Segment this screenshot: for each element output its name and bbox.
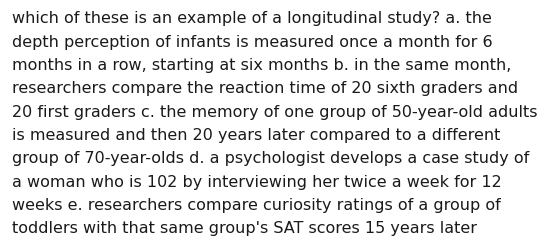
Text: researchers compare the reaction time of 20 sixth graders and: researchers compare the reaction time of… [12, 81, 518, 96]
Text: 20 first graders c. the memory of one group of 50-year-old adults: 20 first graders c. the memory of one gr… [12, 104, 538, 119]
Text: is measured and then 20 years later compared to a different: is measured and then 20 years later comp… [12, 128, 501, 142]
Text: toddlers with that same group's SAT scores 15 years later: toddlers with that same group's SAT scor… [12, 220, 477, 236]
Text: weeks e. researchers compare curiosity ratings of a group of: weeks e. researchers compare curiosity r… [12, 197, 501, 212]
Text: group of 70-year-olds d. a psychologist develops a case study of: group of 70-year-olds d. a psychologist … [12, 151, 530, 166]
Text: a woman who is 102 by interviewing her twice a week for 12: a woman who is 102 by interviewing her t… [12, 174, 502, 189]
Text: depth perception of infants is measured once a month for 6: depth perception of infants is measured … [12, 34, 493, 50]
Text: months in a row, starting at six months b. in the same month,: months in a row, starting at six months … [12, 58, 512, 73]
Text: which of these is an example of a longitudinal study? a. the: which of these is an example of a longit… [12, 11, 492, 26]
